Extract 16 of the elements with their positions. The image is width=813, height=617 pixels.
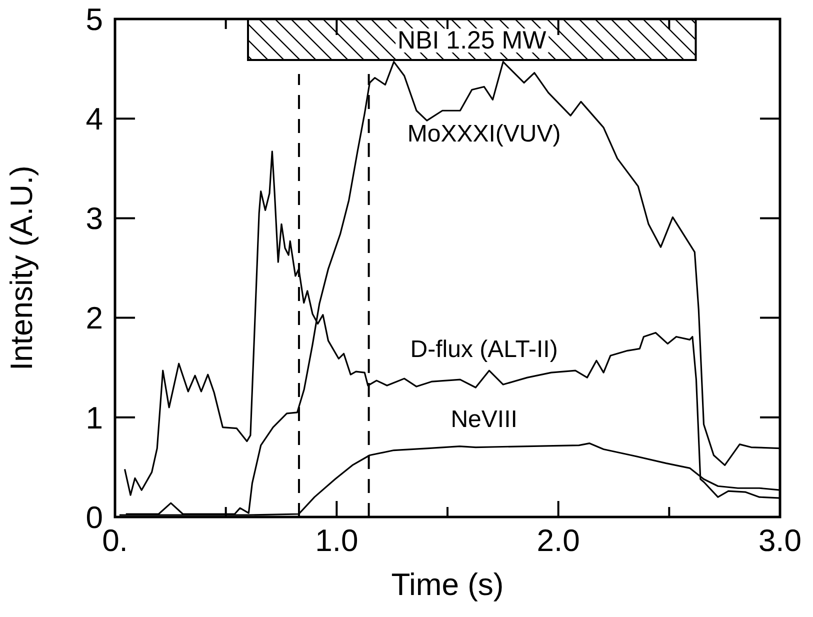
series-label: MoXXXI(VUV): [407, 120, 561, 148]
x-tick-label: 1.0: [315, 523, 358, 558]
y-tick-label: 1: [86, 400, 103, 436]
y-axis-title: Intensity (A.U.): [4, 166, 39, 370]
y-tick-label: 3: [86, 201, 103, 236]
series-label: NeVIII: [450, 406, 518, 434]
x-tick-label: 0.: [102, 523, 128, 558]
series-label: D-flux (ALT-II): [410, 336, 558, 363]
band-label: NBI 1.25 MW: [398, 26, 547, 54]
x-tick-label: 3.0: [758, 523, 802, 558]
x-axis-title: Time (s): [391, 567, 504, 602]
x-tick-label: 2.0: [536, 523, 580, 558]
y-tick-label: 4: [86, 101, 103, 136]
y-tick-label: 2: [86, 300, 103, 336]
y-tick-label: 5: [86, 2, 103, 37]
y-tick-label: 0: [86, 500, 103, 535]
